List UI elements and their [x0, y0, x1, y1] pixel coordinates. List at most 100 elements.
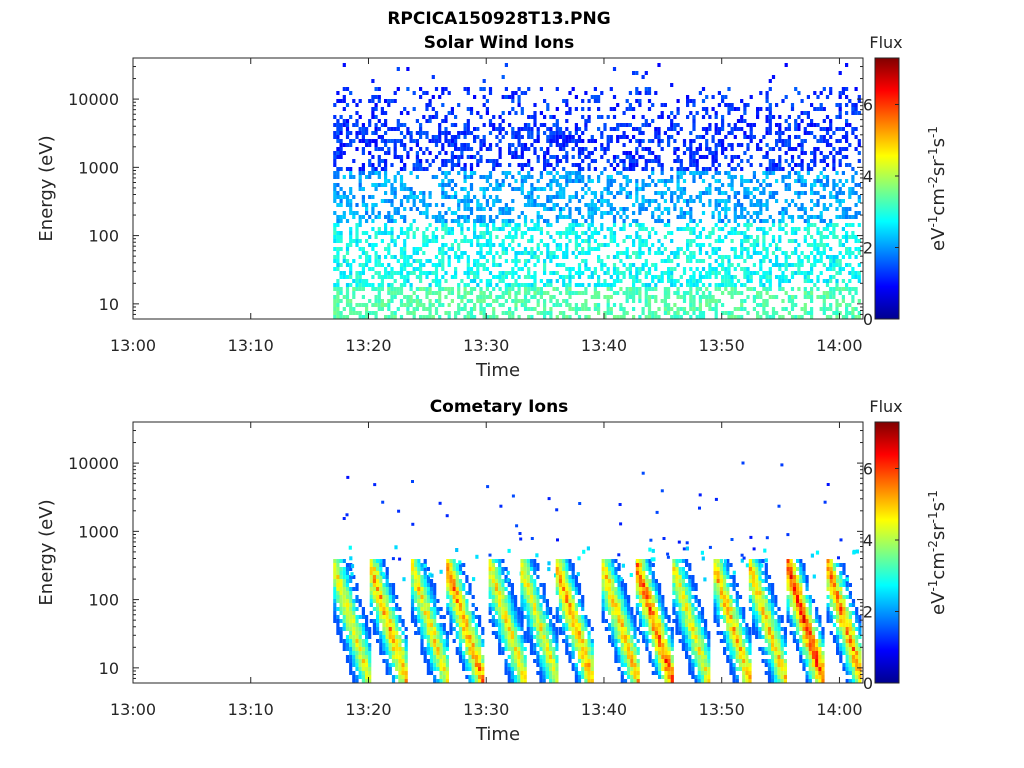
heatmap-cell [394, 239, 397, 243]
heatmap-cell [677, 159, 680, 163]
heatmap-cell [820, 243, 823, 247]
heatmap-cell [689, 307, 692, 311]
heatmap-cell [389, 631, 392, 635]
heatmap-cell [816, 227, 819, 231]
heatmap-cell [801, 263, 804, 267]
heatmap-cell [410, 195, 413, 199]
heatmap-cell [352, 279, 355, 283]
heatmap-cell [823, 235, 826, 239]
heatmap-cell [443, 615, 446, 619]
heatmap-cell [379, 587, 382, 591]
heatmap-cell [394, 211, 397, 215]
heatmap-cell [724, 271, 727, 275]
heatmap-cell [365, 659, 368, 663]
heatmap-cell [689, 231, 692, 235]
heatmap-cell [839, 103, 842, 107]
heatmap-cell [588, 315, 591, 319]
heatmap-cell [651, 311, 654, 315]
heatmap-cell [794, 247, 797, 251]
heatmap-cell [438, 283, 441, 287]
heatmap-cell [492, 123, 495, 127]
heatmap-cell [502, 311, 505, 315]
heatmap-cell [365, 143, 368, 147]
heatmap-cell [454, 211, 457, 215]
heatmap-cell [724, 103, 727, 107]
heatmap-cell [546, 159, 549, 163]
heatmap-cell [352, 159, 355, 163]
heatmap-cell [394, 143, 397, 147]
heatmap-cell [476, 283, 479, 287]
heatmap-cell [623, 131, 626, 135]
heatmap-cell [370, 559, 373, 563]
heatmap-cell [499, 139, 502, 143]
heatmap-cell [368, 283, 371, 287]
heatmap-cell [559, 131, 562, 135]
heatmap-cell [804, 235, 807, 239]
heatmap-cell [521, 231, 524, 235]
heatmap-cell [610, 127, 613, 131]
heatmap-cell [845, 111, 848, 115]
heatmap-cell [581, 231, 584, 235]
heatmap-cell [746, 295, 749, 299]
heatmap-cell [400, 299, 403, 303]
heatmap-cell [629, 287, 632, 291]
heatmap-cell [740, 183, 743, 187]
heatmap-cell [845, 123, 848, 127]
heatmap-cell [382, 631, 385, 635]
heatmap-cell [343, 579, 346, 583]
heatmap-cell [411, 579, 414, 583]
heatmap-cell [527, 171, 530, 175]
heatmap-cell [839, 259, 842, 263]
heatmap-cell [417, 587, 420, 591]
heatmap-cell [788, 171, 791, 175]
heatmap-cell [530, 235, 533, 239]
heatmap-cell [753, 195, 756, 199]
heatmap-cell [661, 191, 664, 195]
heatmap-cell [559, 143, 562, 147]
heatmap-cell [435, 311, 438, 315]
heatmap-cell [417, 559, 420, 563]
heatmap-cell [626, 191, 629, 195]
heatmap-cell [543, 259, 546, 263]
heatmap-cell [705, 139, 708, 143]
heatmap-cell [607, 135, 610, 139]
heatmap-cell [683, 167, 686, 171]
heatmap-cell [350, 572, 353, 576]
heatmap-cell [333, 315, 336, 319]
heatmap-cell [479, 299, 482, 303]
heatmap-cell [441, 87, 444, 91]
heatmap-cell [778, 155, 781, 159]
heatmap-cell [559, 147, 562, 151]
heatmap-cell [483, 79, 486, 83]
heatmap-cell [750, 139, 753, 143]
heatmap-cell [829, 219, 832, 223]
heatmap-cell [505, 95, 508, 99]
heatmap-cell [578, 223, 581, 227]
heatmap-cell [756, 243, 759, 247]
heatmap-cell [718, 271, 721, 275]
heatmap-cell [712, 139, 715, 143]
heatmap-cell [362, 279, 365, 283]
heatmap-cell [575, 207, 578, 211]
heatmap-cell [343, 607, 346, 611]
heatmap-cell [343, 615, 346, 619]
heatmap-cell [436, 651, 439, 655]
heatmap-cell [553, 115, 556, 119]
heatmap-cell [785, 183, 788, 187]
heatmap-cell [664, 183, 667, 187]
heatmap-cell [518, 155, 521, 159]
heatmap-cell [499, 255, 502, 259]
heatmap-cell [667, 287, 670, 291]
heatmap-cell [572, 163, 575, 167]
heatmap-cell [435, 279, 438, 283]
heatmap-cell [382, 583, 385, 587]
heatmap-cell [422, 239, 425, 243]
heatmap-cell [816, 251, 819, 255]
heatmap-cell [441, 147, 444, 151]
heatmap-cell [476, 203, 479, 207]
heatmap-cell [443, 643, 446, 647]
heatmap-cell [785, 207, 788, 211]
heatmap-cell [581, 187, 584, 191]
heatmap-cell [378, 211, 381, 215]
heatmap-cell [772, 307, 775, 311]
